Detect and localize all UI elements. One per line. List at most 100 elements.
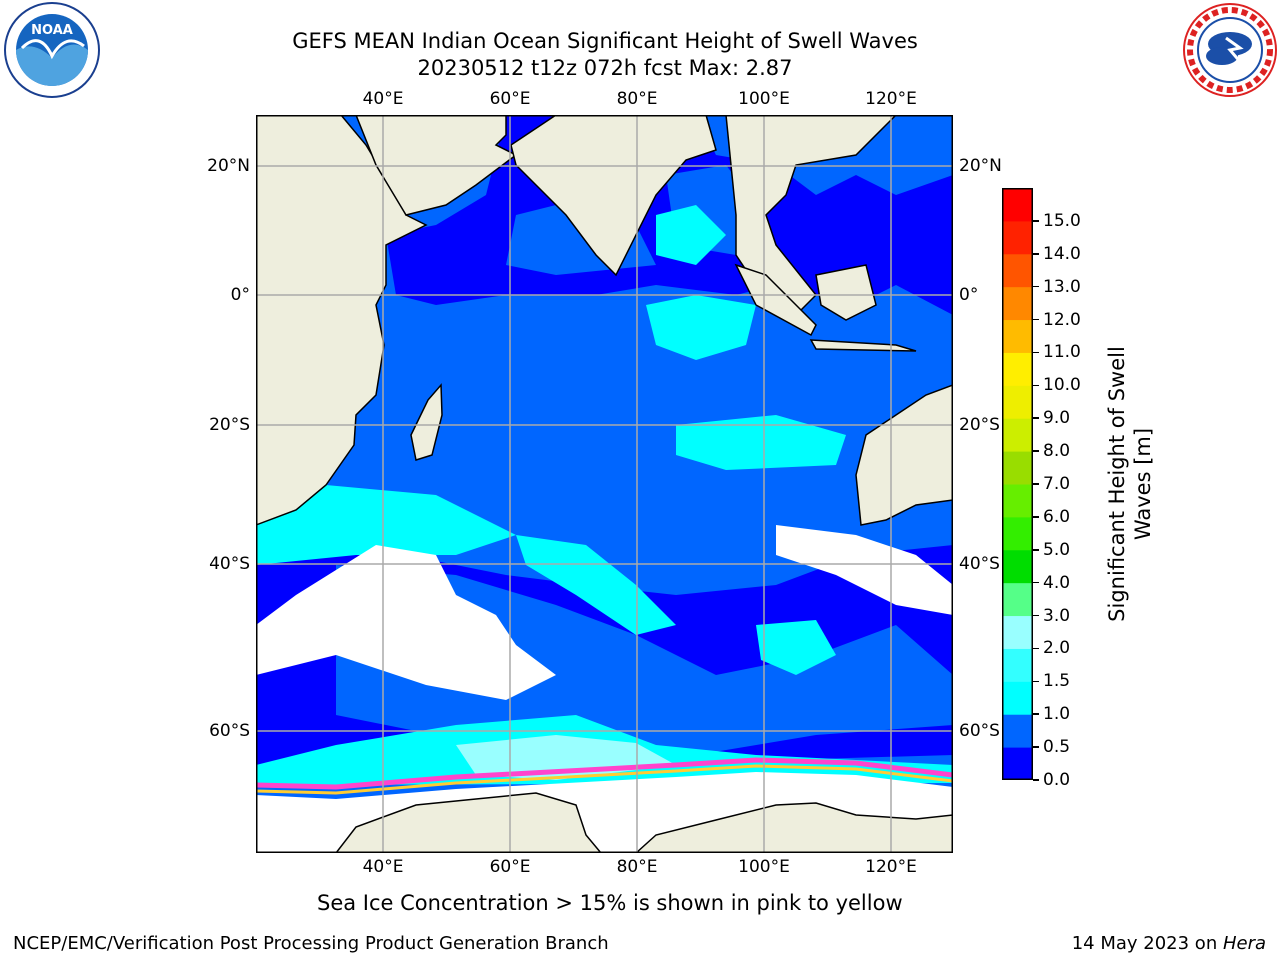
colorbar-level-label: 10.0	[1043, 375, 1081, 396]
sumatra-land	[734, 263, 817, 337]
colorbar-tick	[1033, 713, 1039, 715]
colorbar-tick	[1033, 220, 1039, 222]
colorbar-level-label: 1.5	[1043, 671, 1071, 692]
footer-date: 14 May 2023 on Hera	[1072, 933, 1266, 954]
colorbar-segment	[1002, 188, 1033, 222]
footer-date-text: 14 May 2023 on	[1071, 933, 1223, 954]
nws-logo	[1178, 0, 1280, 100]
colorbar-tick	[1033, 647, 1039, 650]
colorbar-segment	[1002, 319, 1033, 353]
colorbar-segment	[1002, 615, 1033, 649]
lat-tick-left-0: 0°	[230, 285, 250, 305]
svg-text:NOAA: NOAA	[31, 23, 73, 38]
lat-tick-right-40s: 40°S	[959, 554, 1000, 574]
colorbar-tick	[1033, 549, 1039, 551]
arabia-land	[355, 115, 518, 216]
lon-tick-bottom-60e: 60°E	[489, 857, 531, 877]
colorbar-segment	[1002, 747, 1033, 780]
graticule	[256, 115, 953, 853]
lat-tick-left-20n: 20°N	[207, 156, 250, 176]
borneo-land	[815, 264, 877, 321]
colorbar-level-label: 0.5	[1043, 737, 1071, 758]
java-land	[809, 339, 917, 352]
southeast-asia-land	[725, 115, 898, 316]
sea-ice-edge	[256, 757, 953, 790]
lon-tick-bottom-80e: 80°E	[616, 857, 658, 877]
footer-credit: NCEP/EMC/Verification Post Processing Pr…	[13, 933, 609, 954]
sea-ice-edge-outer	[256, 764, 953, 795]
colorbar-tick	[1033, 253, 1039, 255]
noaa-logo: NOAA	[0, 0, 104, 100]
lon-tick-top-40e: 40°E	[362, 89, 404, 109]
swell-patch-south-west	[256, 485, 516, 565]
colorbar-tick	[1033, 417, 1039, 419]
lon-tick-top-100e: 100°E	[738, 89, 790, 109]
colorbar-segment	[1002, 648, 1033, 682]
colorbar-segment	[1002, 220, 1033, 255]
colorbar-segment	[1002, 582, 1033, 617]
colorbar-level-label: 3.0	[1043, 605, 1071, 626]
colorbar-level-label: 13.0	[1043, 276, 1081, 297]
lat-tick-right-20n: 20°N	[959, 156, 1002, 176]
colorbar-tick	[1033, 285, 1039, 288]
indian-ocean-swell-map	[256, 115, 953, 853]
colorbar-tick	[1033, 614, 1039, 617]
australia-land	[855, 384, 953, 526]
swell-patch-north	[656, 205, 726, 265]
lat-tick-right-60s: 60°S	[959, 721, 1000, 741]
colorbar-level-label: 2.0	[1043, 638, 1071, 659]
colorbar-level-label: 0.0	[1043, 770, 1071, 790]
lat-tick-left-40s: 40°S	[209, 554, 250, 574]
colorbar-tick	[1033, 516, 1039, 518]
madagascar-land	[410, 383, 443, 461]
lat-tick-right-0: 0°	[959, 285, 979, 305]
colorbar-segment	[1002, 681, 1033, 715]
colorbar-level-label: 4.0	[1043, 572, 1071, 593]
colorbar-level-label: 9.0	[1043, 408, 1071, 429]
colorbar-level-label: 12.0	[1043, 309, 1081, 330]
colorbar-level-label: 5.0	[1043, 539, 1071, 560]
lat-tick-left-60s: 60°S	[209, 721, 250, 741]
map-subtitle-run: 20230512 t12z 072h fcst Max: 2.87	[417, 56, 793, 80]
colorbar-level-label: 7.0	[1043, 474, 1071, 494]
colorbar-segment	[1002, 418, 1033, 452]
no-data-patch-west	[256, 545, 556, 700]
no-data-patch-east	[776, 525, 953, 615]
colorbar-segment	[1002, 253, 1033, 288]
colorbar-segment	[1002, 451, 1033, 485]
colorbar-level-label: 8.0	[1043, 441, 1071, 462]
lon-tick-bottom-40e: 40°E	[362, 857, 404, 877]
swell-patch-south-east	[756, 620, 836, 675]
colorbar-segment	[1002, 286, 1033, 321]
colorbar-level-label: 6.0	[1043, 506, 1071, 527]
colorbar-level-label: 11.0	[1043, 342, 1081, 363]
colorbar-tick	[1033, 483, 1039, 485]
antarctica-land	[335, 792, 953, 853]
colorbar-segment	[1002, 352, 1033, 386]
map-title: GEFS MEAN Indian Ocean Significant Heigh…	[292, 29, 918, 53]
colorbar-tick	[1033, 746, 1039, 748]
colorbar-tick	[1033, 779, 1039, 781]
lon-tick-bottom-120e: 120°E	[865, 857, 917, 877]
colorbar-segment	[1002, 714, 1033, 748]
lat-tick-right-20s: 20°S	[959, 415, 1000, 435]
colorbar-level-label: 1.0	[1043, 704, 1071, 725]
colorbar-segment	[1002, 549, 1033, 584]
lat-tick-left-20s: 20°S	[209, 415, 250, 435]
colorbar-title-text: Significant Height of Swell Waves [m]	[1105, 346, 1155, 622]
india-land	[510, 115, 717, 277]
colorbar-segment	[1002, 516, 1033, 551]
lon-tick-top-120e: 120°E	[865, 89, 917, 109]
colorbar-frame	[1002, 188, 1033, 780]
colorbar	[1002, 188, 1033, 780]
colorbar-segment	[1002, 484, 1033, 518]
swell-patch-south-central	[516, 535, 676, 635]
lon-tick-top-60e: 60°E	[489, 89, 531, 109]
sea-ice-note: Sea Ice Concentration > 15% is shown in …	[317, 891, 903, 915]
colorbar-tick	[1033, 450, 1039, 452]
colorbar-level-label: 14.0	[1043, 243, 1081, 264]
colorbar-tick	[1033, 318, 1039, 321]
colorbar-segment	[1002, 385, 1033, 419]
lon-tick-bottom-100e: 100°E	[738, 857, 790, 877]
colorbar-level-label: 15.0	[1043, 210, 1081, 231]
